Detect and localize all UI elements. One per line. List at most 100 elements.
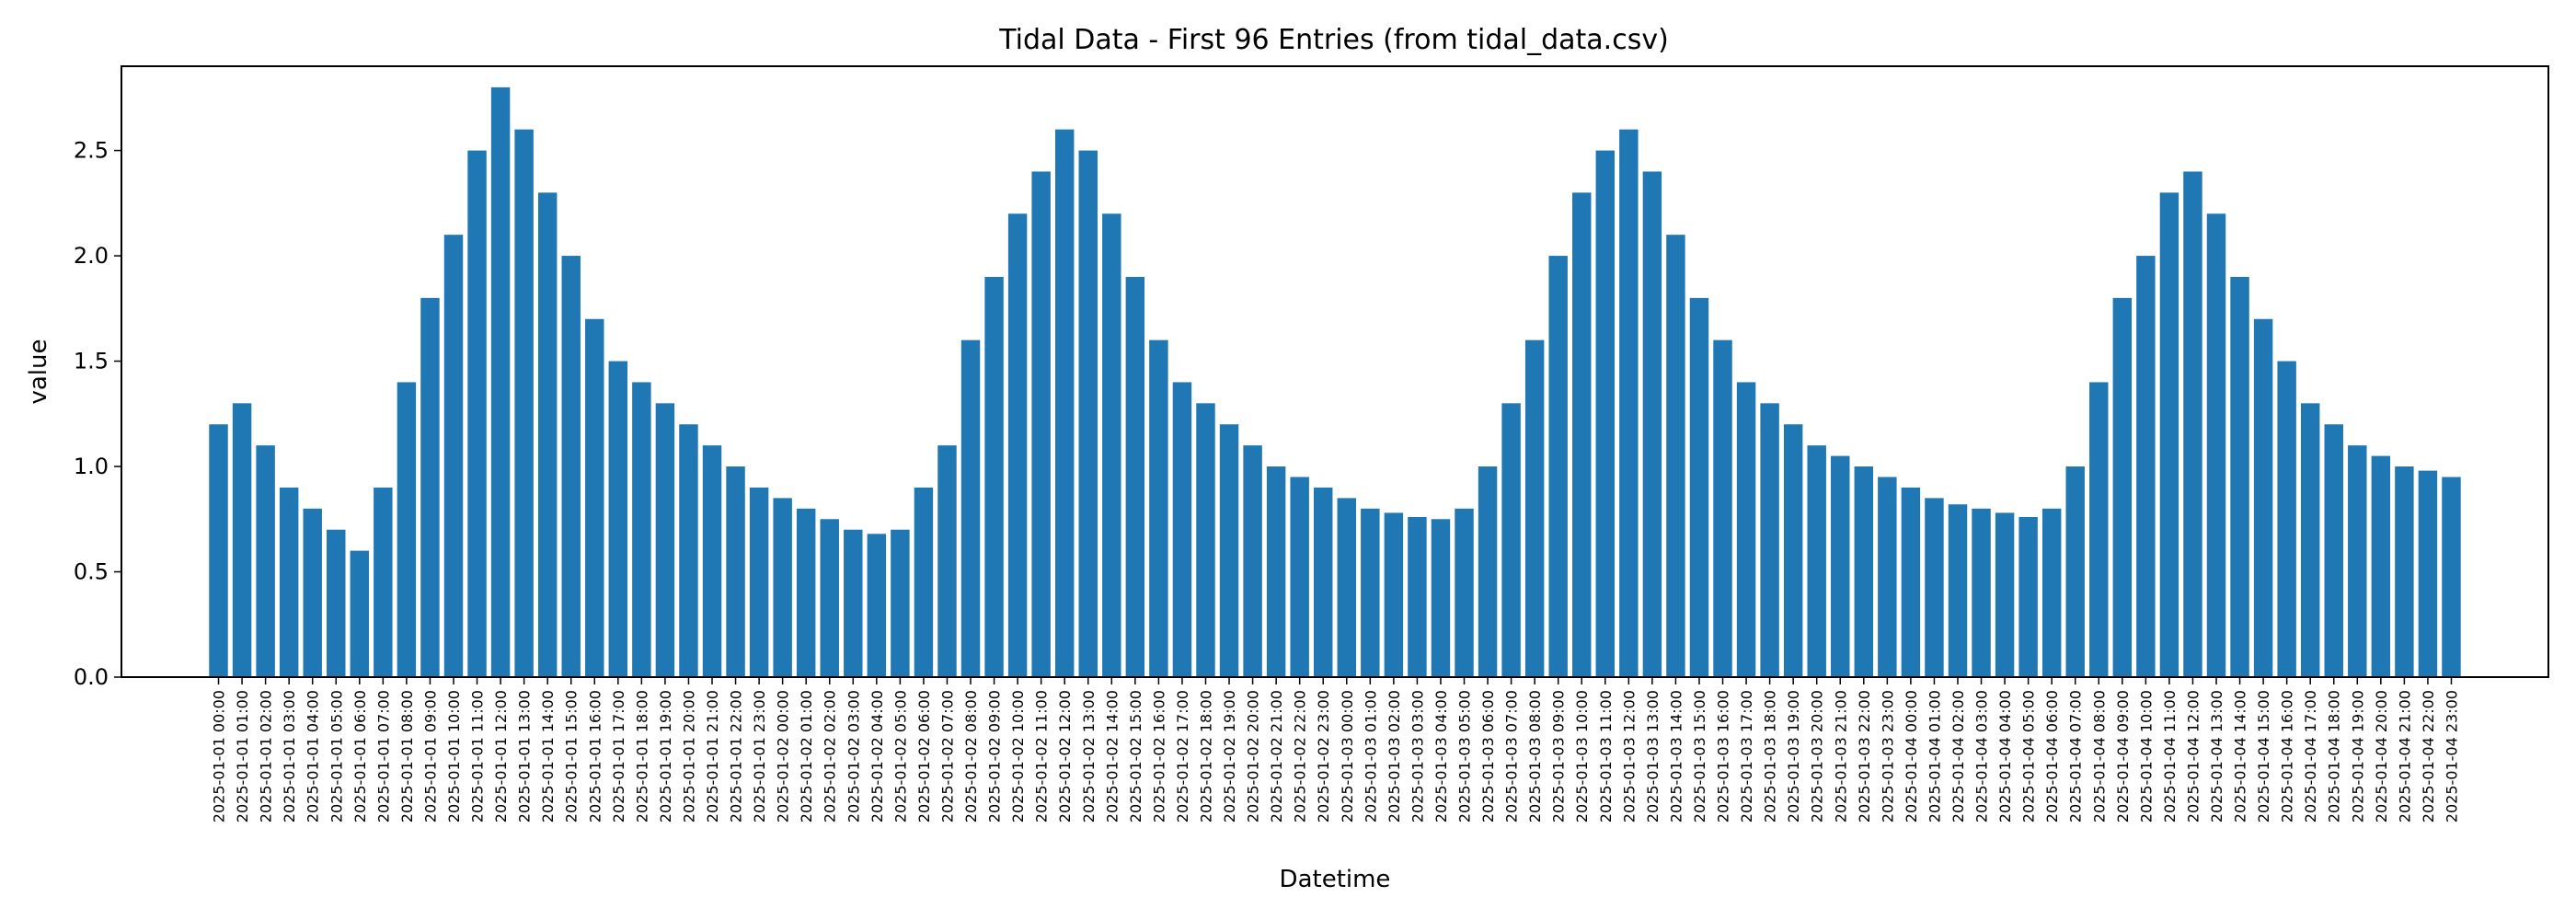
bar bbox=[303, 508, 322, 677]
y-axis: 0.0 0.5 1.0 1.5 2.0 2.5 bbox=[74, 138, 121, 690]
bar bbox=[632, 382, 651, 677]
x-tick-label: 2025-01-01 21:00 bbox=[704, 690, 721, 822]
x-tick-label: 2025-01-04 07:00 bbox=[2067, 690, 2085, 822]
bar bbox=[1078, 150, 1098, 678]
x-tick-label: 2025-01-02 20:00 bbox=[1245, 690, 1262, 822]
bar bbox=[1972, 508, 1991, 677]
y-tick-label: 1.5 bbox=[74, 349, 109, 374]
bar bbox=[2230, 276, 2249, 677]
x-tick-label: 2025-01-03 12:00 bbox=[1620, 690, 1638, 822]
bar bbox=[1219, 424, 1239, 677]
x-tick-label: 2025-01-02 00:00 bbox=[775, 690, 792, 822]
bar bbox=[1337, 498, 1356, 677]
x-tick-label: 2025-01-02 18:00 bbox=[1197, 690, 1214, 822]
x-tick-label: 2025-01-04 00:00 bbox=[1903, 690, 1920, 822]
bar bbox=[1595, 150, 1616, 678]
bar bbox=[655, 403, 675, 677]
x-tick-label: 2025-01-04 14:00 bbox=[2232, 690, 2249, 822]
bar bbox=[1689, 297, 1709, 677]
x-tick-label: 2025-01-01 19:00 bbox=[657, 690, 674, 822]
bar bbox=[984, 276, 1004, 677]
y-tick-label: 0.5 bbox=[74, 559, 109, 585]
bar bbox=[1149, 339, 1168, 677]
bar bbox=[1031, 171, 1051, 678]
bar bbox=[1243, 445, 1262, 677]
bar bbox=[914, 487, 934, 677]
bar bbox=[585, 318, 604, 677]
bar bbox=[773, 498, 792, 677]
x-tick-label: 2025-01-02 13:00 bbox=[1080, 690, 1098, 822]
x-tick-label: 2025-01-02 03:00 bbox=[845, 690, 862, 822]
bar bbox=[1831, 455, 1850, 677]
x-tick-label: 2025-01-04 18:00 bbox=[2326, 690, 2343, 822]
bar bbox=[490, 86, 511, 677]
x-tick-label: 2025-01-03 16:00 bbox=[1715, 690, 1732, 822]
x-tick-label: 2025-01-02 08:00 bbox=[962, 690, 980, 822]
bar bbox=[867, 534, 887, 677]
x-tick-label: 2025-01-02 10:00 bbox=[1009, 690, 1027, 822]
x-tick-label: 2025-01-04 20:00 bbox=[2373, 690, 2390, 822]
x-tick-label: 2025-01-02 22:00 bbox=[1292, 690, 1309, 822]
x-tick-label: 2025-01-01 11:00 bbox=[469, 690, 487, 822]
x-tick-label: 2025-01-01 10:00 bbox=[445, 690, 463, 822]
x-tick-label: 2025-01-01 03:00 bbox=[281, 690, 298, 822]
x-tick-label: 2025-01-03 13:00 bbox=[1644, 690, 1662, 822]
x-tick-label: 2025-01-01 07:00 bbox=[374, 690, 392, 822]
bar bbox=[702, 445, 722, 677]
x-tick-label: 2025-01-02 07:00 bbox=[938, 690, 956, 822]
x-tick-label: 2025-01-01 17:00 bbox=[610, 690, 627, 822]
bar bbox=[2041, 508, 2062, 677]
bar bbox=[796, 508, 816, 677]
bar bbox=[1736, 382, 1756, 677]
bar bbox=[256, 445, 275, 677]
bar bbox=[1501, 403, 1521, 677]
x-tick-label: 2025-01-03 22:00 bbox=[1856, 690, 1873, 822]
chart-title: Tidal Data - First 96 Entries (from tida… bbox=[998, 24, 1669, 56]
bar bbox=[1431, 519, 1451, 677]
x-tick-label: 2025-01-04 11:00 bbox=[2161, 690, 2179, 822]
x-tick-label: 2025-01-02 15:00 bbox=[1127, 690, 1144, 822]
x-tick-label: 2025-01-01 08:00 bbox=[398, 690, 416, 822]
x-tick-label: 2025-01-04 01:00 bbox=[1926, 690, 1943, 822]
bar bbox=[2348, 445, 2367, 677]
bar bbox=[2089, 382, 2109, 677]
x-tick-label: 2025-01-03 15:00 bbox=[1691, 690, 1708, 822]
bar bbox=[1455, 508, 1474, 677]
bar bbox=[1266, 466, 1286, 677]
x-tick-label: 2025-01-03 02:00 bbox=[1386, 690, 1403, 822]
bar bbox=[960, 339, 981, 677]
bar bbox=[1102, 213, 1121, 677]
x-tick-label: 2025-01-02 01:00 bbox=[798, 690, 815, 822]
x-tick-label: 2025-01-03 04:00 bbox=[1432, 690, 1450, 822]
bar bbox=[209, 424, 228, 677]
x-tick-label: 2025-01-04 13:00 bbox=[2208, 690, 2225, 822]
bar bbox=[1948, 504, 1968, 677]
x-tick-label: 2025-01-04 05:00 bbox=[2020, 690, 2038, 822]
x-tick-label: 2025-01-01 22:00 bbox=[728, 690, 745, 822]
x-tick-label: 2025-01-03 03:00 bbox=[1409, 690, 1426, 822]
x-axis-label: Datetime bbox=[1280, 866, 1391, 893]
x-tick-label: 2025-01-04 21:00 bbox=[2396, 690, 2413, 822]
bar bbox=[2418, 470, 2438, 677]
bar bbox=[2018, 516, 2038, 677]
x-tick-label: 2025-01-01 05:00 bbox=[328, 690, 345, 822]
x-tick-label: 2025-01-02 12:00 bbox=[1056, 690, 1074, 822]
y-tick-label: 0.0 bbox=[74, 664, 109, 690]
x-tick-label: 2025-01-01 23:00 bbox=[751, 690, 768, 822]
bar bbox=[1783, 424, 1803, 677]
bar bbox=[2371, 455, 2391, 677]
bar bbox=[1666, 235, 1685, 678]
x-tick-label: 2025-01-03 19:00 bbox=[1785, 690, 1802, 822]
y-tick-label: 1.0 bbox=[74, 454, 109, 479]
bar bbox=[1878, 477, 1897, 677]
bar bbox=[537, 192, 558, 677]
x-tick-label: 2025-01-02 19:00 bbox=[1221, 690, 1238, 822]
bar bbox=[1572, 192, 1592, 677]
x-tick-label: 2025-01-04 19:00 bbox=[2349, 690, 2366, 822]
bar bbox=[2136, 256, 2156, 677]
x-tick-label: 2025-01-03 08:00 bbox=[1526, 690, 1544, 822]
bar bbox=[1408, 516, 1427, 677]
bar bbox=[2112, 297, 2133, 677]
bar bbox=[2065, 466, 2085, 677]
x-tick-label: 2025-01-01 04:00 bbox=[305, 690, 322, 822]
